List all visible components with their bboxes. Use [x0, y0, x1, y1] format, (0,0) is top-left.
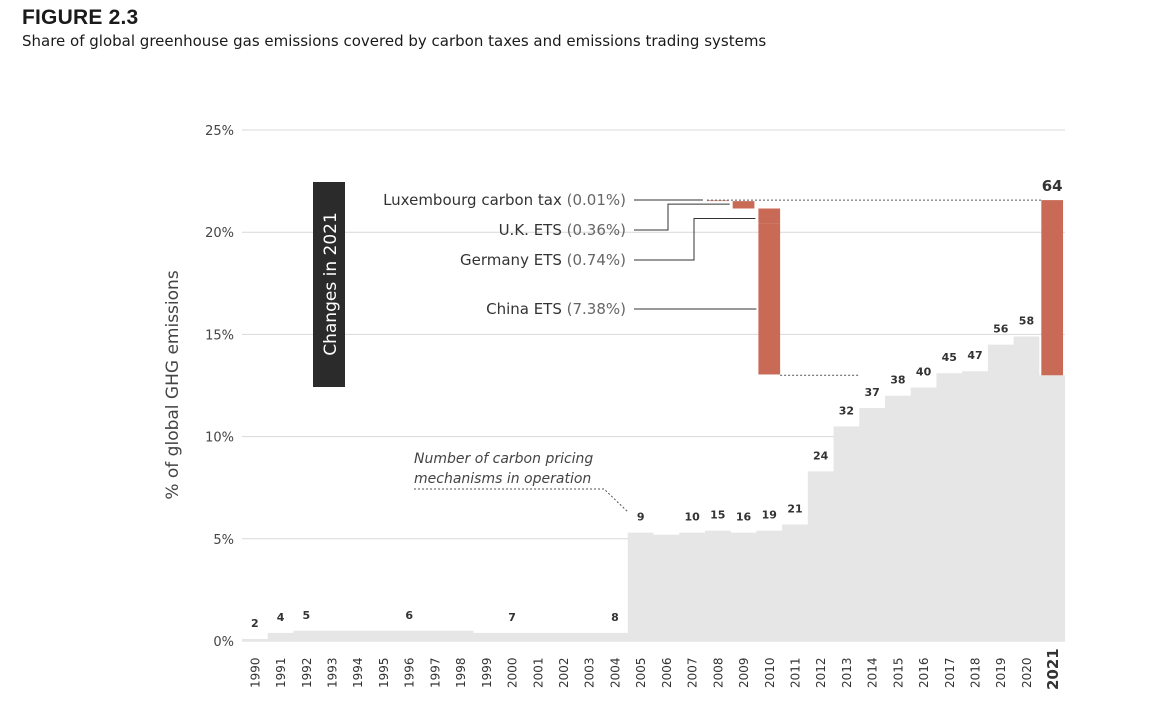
x-tick-label: 2019	[994, 657, 1008, 688]
mechanism-count-label: 24	[813, 449, 829, 462]
x-tick-label: 1994	[351, 657, 365, 688]
mechanisms-leader	[414, 488, 629, 513]
mechanism-count-label: 7	[508, 611, 516, 624]
x-tick-label: 1997	[428, 657, 442, 688]
x-tick-label: 2017	[943, 657, 957, 688]
y-tick-label: 0%	[213, 635, 234, 650]
change-label: U.K. ETS (0.36%)	[499, 221, 626, 239]
x-tick-label: 2001	[531, 657, 545, 688]
y-tick-label: 20%	[205, 226, 234, 241]
mechanism-count-label: 5	[302, 609, 310, 622]
x-tick-label: 2002	[557, 657, 571, 688]
mechanism-count-label: 38	[890, 374, 905, 387]
x-tick-label: 2011	[788, 657, 802, 688]
x-tick-label: 2012	[814, 657, 828, 688]
x-tick-label: 2010	[763, 657, 777, 688]
x-tick-label: 2007	[686, 657, 700, 688]
mechanism-count-label: 47	[967, 349, 982, 362]
y-tick-label: 25%	[205, 124, 234, 139]
mechanisms-annotation: Number of carbon pricing	[414, 451, 593, 467]
mechanism-count-label: 10	[684, 511, 700, 524]
x-tick-label: 2000	[506, 657, 520, 688]
total-2021-bar	[1041, 200, 1064, 376]
y-tick-label: 5%	[213, 533, 234, 548]
x-tick-label: 2020	[1020, 657, 1034, 688]
mechanism-count-label: 6	[405, 609, 413, 622]
mechanism-count-label: 64	[1042, 177, 1063, 195]
x-tick-label: 1991	[274, 657, 288, 688]
change-label: Luxembourg carbon tax (0.01%)	[383, 191, 626, 209]
x-tick-label: 2005	[634, 657, 648, 688]
x-tick-label: 2003	[583, 657, 597, 688]
change-bar	[706, 200, 729, 202]
figure-title: Share of global greenhouse gas emissions…	[22, 32, 767, 50]
x-tick-label: 1998	[454, 657, 468, 688]
mechanism-count-label: 45	[942, 351, 957, 364]
leader-line	[634, 217, 756, 261]
changes-box	[313, 182, 345, 387]
mechanism-count-label: 56	[993, 323, 1009, 336]
y-tick-label: 15%	[205, 328, 234, 343]
figure-label: FIGURE 2.3	[22, 6, 139, 29]
change-label: Germany ETS (0.74%)	[460, 251, 626, 269]
mechanism-count-label: 32	[839, 404, 854, 417]
x-tick-label: 2013	[840, 657, 854, 688]
mechanism-count-label: 4	[277, 611, 285, 624]
x-tick-label: 1993	[326, 657, 340, 688]
mechanism-count-label: 15	[710, 509, 725, 522]
x-tick-label: 1999	[480, 657, 494, 688]
mechanism-count-label: 16	[736, 511, 752, 524]
leader-line	[634, 203, 730, 231]
mechanism-count-label: 40	[916, 366, 932, 379]
change-bar	[732, 201, 755, 209]
mechanism-count-label: 8	[611, 611, 619, 624]
change-bar	[758, 223, 781, 375]
mechanism-count-label: 58	[1019, 314, 1034, 327]
x-tick-label: 2014	[866, 657, 880, 688]
change-label: China ETS (7.38%)	[486, 300, 626, 318]
mechanism-count-label: 21	[787, 502, 802, 515]
changes-box-label: Changes in 2021	[321, 212, 341, 356]
x-tick-label: 2006	[660, 657, 674, 688]
mechanism-count-label: 2	[251, 617, 259, 630]
coverage-area	[242, 336, 1066, 641]
x-tick-label: 2021	[1044, 648, 1062, 690]
y-axis-title: % of global GHG emissions	[163, 270, 183, 499]
mechanism-count-label: 9	[637, 511, 645, 524]
change-bar	[758, 208, 781, 224]
x-tick-label: 1990	[248, 657, 262, 688]
x-tick-label: 2018	[969, 657, 983, 688]
mechanism-count-label: 37	[864, 386, 879, 399]
x-tick-label: 1996	[403, 657, 417, 688]
mechanisms-annotation: mechanisms in operation	[414, 471, 591, 487]
x-tick-label: 1995	[377, 657, 391, 688]
x-tick-label: 2004	[608, 657, 622, 688]
y-tick-label: 10%	[205, 431, 234, 446]
x-tick-label: 2016	[917, 657, 931, 688]
x-tick-label: 2015	[891, 657, 905, 688]
x-tick-label: 1992	[300, 657, 314, 688]
mechanism-count-label: 19	[762, 509, 777, 522]
x-tick-label: 2008	[711, 657, 725, 688]
x-tick-label: 2009	[737, 657, 751, 688]
